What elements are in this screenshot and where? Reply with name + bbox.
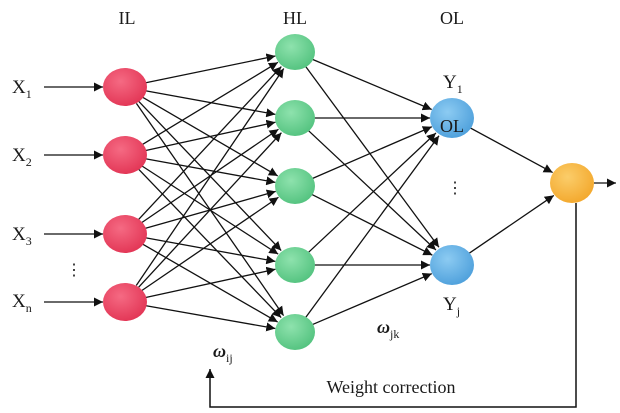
edge-hidden1-output1 [311,58,432,111]
edge-input1-hidden1 [144,53,276,84]
output-layer-title: OL [440,8,464,28]
input-node-1 [103,68,147,106]
input-node-2 [103,136,147,174]
edge-output1-final [469,126,553,174]
network-nodes [103,34,594,350]
output-layer-title-lower: OL [440,116,464,136]
hidden-node-2 [275,100,315,136]
final-output-node [550,163,594,203]
hidden-node-1 [275,34,315,70]
edge-input3-hidden4 [144,236,276,265]
input-node-3 [103,215,147,253]
edge-hidden2-output2 [307,129,437,251]
input-label-x3: X3 [12,224,32,248]
edge-input4-hidden1 [135,68,285,286]
output-node-2 [430,245,474,285]
edge-input1-hidden2 [144,89,276,118]
edge-input2-hidden2 [144,119,276,152]
edge-input2-hidden3 [144,157,276,186]
weight-label-ij: ωij [213,341,233,365]
input-label-x1: X1 [12,77,32,101]
connection-edges [44,53,616,332]
edge-hidden4-output1 [307,132,437,254]
edge-hidden5-output2 [311,273,433,326]
hidden-node-4 [275,247,315,283]
edge-input4-hidden2 [138,132,282,288]
input-layer-title: IL [119,8,136,28]
edge-hidden3-output1 [311,126,433,180]
edge-input4-hidden4 [144,266,276,299]
output-ellipsis: ⋮ [447,180,463,197]
weight-label-jk: ωjk [377,317,399,341]
weight-correction-feedback-arrow [205,203,577,408]
edge-input4-hidden3 [141,196,279,292]
edge-hidden5-output1 [305,135,440,318]
weight-correction-label: Weight correction [327,377,456,397]
output-node-1 [430,98,474,138]
input-label-x2: X2 [12,145,32,169]
edge-input3-hidden1 [138,66,282,220]
edge-hidden1-output2 [305,66,440,248]
edge-hidden3-output2 [310,193,433,256]
output-label-yj: Yj [443,294,460,318]
edge-input2-hidden1 [141,61,279,146]
edge-output2-final [468,194,555,255]
hidden-layer-title: HL [283,8,307,28]
edge-input4-hidden5 [144,304,276,332]
input-ellipsis: ⋮ [66,262,82,279]
hidden-node-3 [275,168,315,204]
input-label-xn: Xn [12,291,32,315]
hidden-node-5 [275,314,315,350]
output-label-y1: Y1 [443,72,463,96]
input-node-4 [103,283,147,321]
